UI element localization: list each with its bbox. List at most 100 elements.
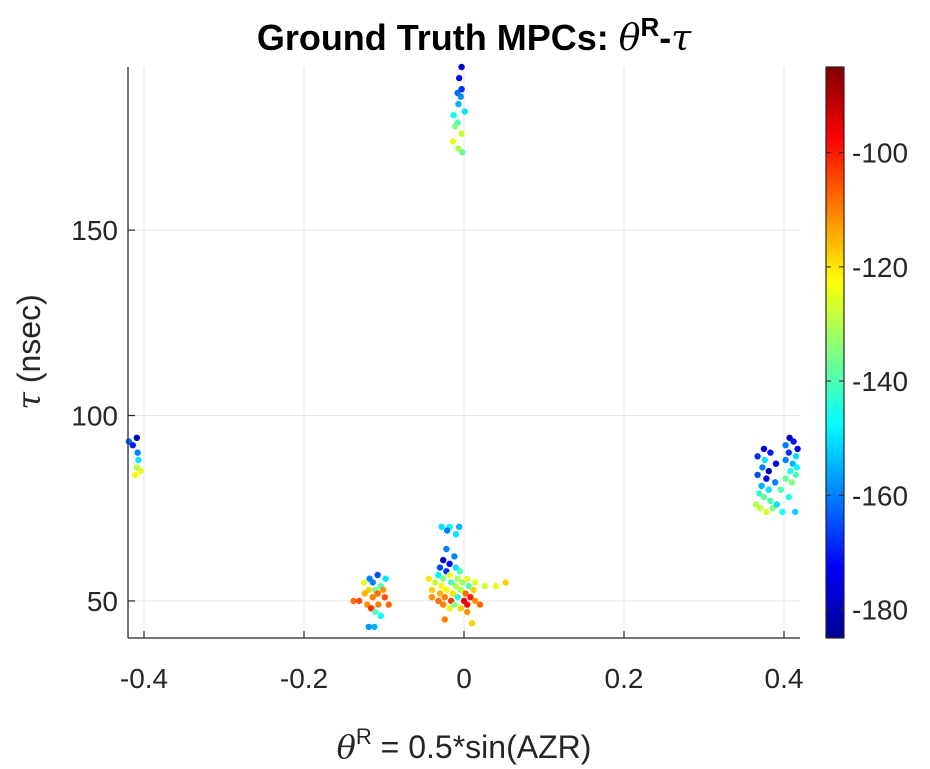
data-point: [468, 620, 476, 627]
data-point: [456, 74, 463, 82]
data-point: [792, 453, 800, 460]
data-point: [441, 594, 448, 601]
data-point: [360, 579, 368, 586]
data-point: [793, 464, 800, 471]
data-point: [792, 471, 800, 479]
data-point: [761, 456, 768, 464]
data-point: [756, 505, 764, 512]
data-point: [754, 471, 761, 479]
data-point: [470, 586, 477, 593]
data-point: [758, 482, 765, 490]
data-point: [457, 586, 464, 593]
data-point: [133, 434, 140, 441]
data-point: [134, 449, 141, 456]
data-point: [371, 623, 378, 631]
data-point: [381, 594, 388, 601]
data-point: [435, 571, 442, 579]
data-point: [492, 582, 500, 590]
data-point: [449, 590, 456, 597]
x-tick-label: -0.4: [120, 663, 168, 694]
data-point: [374, 590, 381, 597]
data-point: [448, 579, 455, 586]
chart-title: Ground Truth MPCs: θR-τ: [257, 12, 692, 59]
data-point: [481, 582, 488, 590]
data-point: [772, 460, 780, 467]
data-point: [465, 582, 472, 590]
data-point: [441, 616, 448, 623]
y-tick-label: 50: [87, 586, 118, 617]
data-point: [452, 582, 460, 590]
colorbar-ticks: -100 -120 -140 -160 -180: [826, 138, 908, 625]
colorbar-tick-label: -120: [852, 252, 908, 283]
data-point: [760, 493, 768, 501]
data-point: [785, 449, 792, 456]
data-points: [125, 63, 801, 631]
data-point: [782, 456, 789, 464]
data-point: [767, 449, 774, 456]
data-point: [432, 579, 439, 586]
x-tick-label: 0.2: [605, 663, 644, 694]
data-point: [451, 553, 458, 560]
data-point: [132, 471, 139, 479]
data-point: [440, 556, 447, 564]
data-point: [449, 138, 456, 145]
data-point: [459, 149, 466, 156]
data-point: [436, 590, 444, 597]
data-point: [779, 508, 786, 516]
y-tick-label: 100: [71, 401, 118, 432]
data-point: [375, 601, 382, 608]
colorbar: -100 -120 -140 -160 -180: [825, 66, 908, 639]
data-point: [428, 586, 436, 593]
data-point: [377, 612, 384, 619]
data-point: [756, 490, 763, 497]
data-point: [759, 464, 766, 471]
data-point: [777, 486, 784, 493]
colorbar-tick-label: -180: [852, 594, 908, 625]
data-point: [765, 467, 772, 475]
data-point: [461, 108, 468, 115]
data-point: [458, 130, 465, 137]
x-tick-label: -0.2: [280, 663, 328, 694]
data-point: [476, 601, 484, 608]
data-point: [382, 575, 389, 582]
y-axis-label: τ (nsec): [10, 294, 48, 410]
data-point: [451, 601, 458, 608]
data-point: [462, 590, 469, 597]
data-point: [350, 597, 357, 605]
data-point: [458, 63, 465, 71]
data-point: [440, 575, 447, 582]
data-point: [464, 575, 471, 582]
data-point: [454, 575, 461, 582]
data-point: [457, 605, 464, 612]
data-point: [436, 564, 444, 571]
data-point: [135, 456, 142, 464]
data-point: [464, 608, 471, 616]
data-point: [450, 112, 457, 119]
x-tick-label: 0: [456, 663, 472, 694]
data-point: [765, 486, 772, 493]
data-point: [137, 467, 144, 475]
data-point: [773, 501, 780, 508]
data-point: [443, 586, 450, 593]
data-point: [435, 597, 442, 605]
data-point: [452, 531, 460, 538]
data-point: [452, 123, 459, 130]
y-tick-label: 150: [71, 215, 118, 246]
data-point: [356, 597, 363, 605]
data-point: [754, 453, 761, 460]
data-point: [385, 601, 392, 608]
data-point: [459, 579, 466, 586]
data-point: [380, 586, 387, 593]
data-point: [425, 575, 432, 582]
data-point: [454, 594, 461, 601]
data-point: [457, 93, 464, 100]
data-point: [456, 568, 464, 575]
y-ticks: 50 100 150: [71, 215, 135, 617]
data-point: [438, 582, 445, 590]
data-point: [464, 601, 471, 608]
data-point: [374, 571, 381, 579]
data-point: [361, 590, 368, 597]
data-point: [472, 579, 479, 586]
data-point: [372, 608, 379, 616]
